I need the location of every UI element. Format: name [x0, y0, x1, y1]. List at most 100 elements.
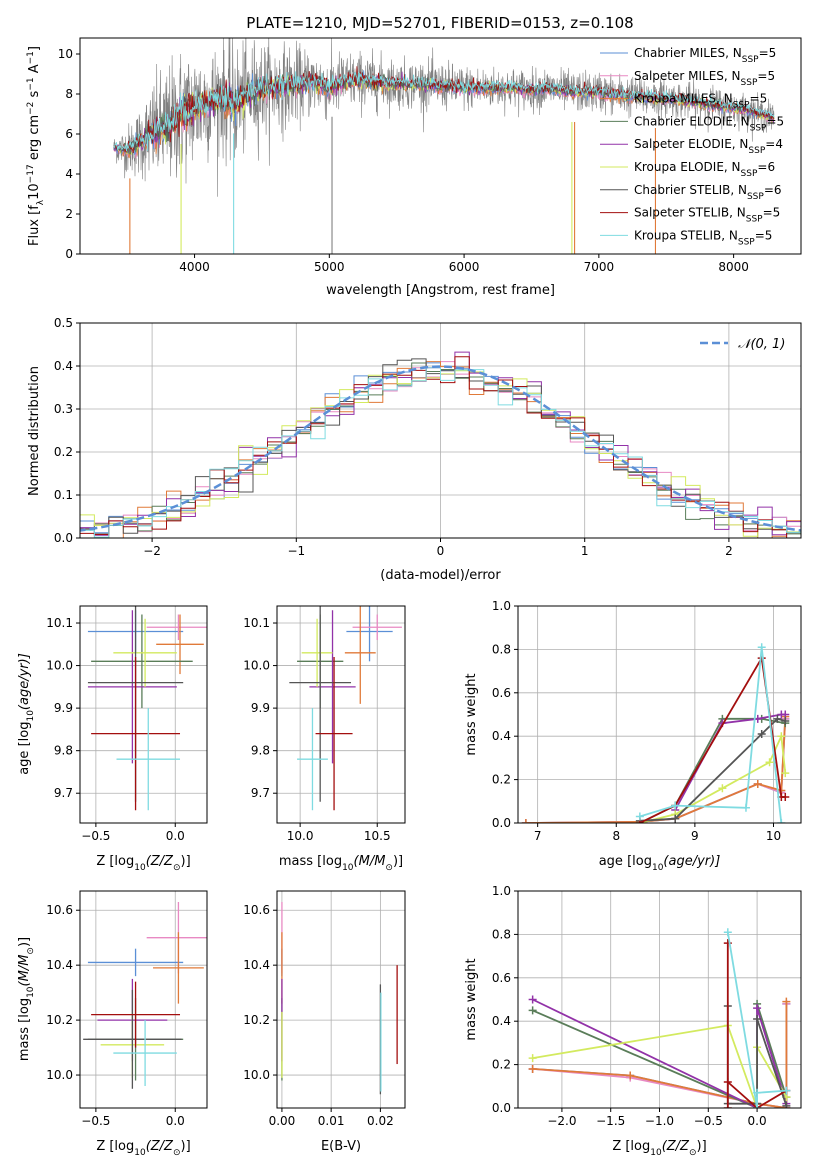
x-tick-label: −1.5	[596, 1114, 625, 1128]
weight-marker	[718, 784, 727, 793]
y-tick-label: 10.0	[243, 1068, 270, 1082]
plot-area	[113, 38, 775, 254]
x-tick-label: 0.02	[367, 1114, 394, 1128]
y-tick-label: 0.1	[54, 488, 73, 502]
panel-age-vs-Z: −0.5 0.0 9.7 9.8 9.9 10.0 10.1 Z [log10(Z/Z⊙)] a…	[17, 605, 208, 873]
panel-spectrum: 4000 5000 6000 7000 8000 0 2 4 6 8 10 wavelength [A…	[26, 37, 802, 298]
spectrum-model-line	[113, 71, 775, 152]
y-tick-label: 9.8	[251, 744, 270, 758]
weight-marker	[782, 1101, 791, 1108]
weight-marker	[781, 769, 790, 778]
y-tick-label: 10.6	[46, 903, 73, 917]
y-tick-label: 0.4	[54, 359, 73, 373]
weight-marker	[753, 1088, 762, 1097]
y-tick-label: 10.0	[243, 659, 270, 673]
weight-marker	[723, 1104, 732, 1108]
y-tick-label: 10.0	[46, 659, 73, 673]
figure-title: PLATE=1210, MJD=52701, FIBERID=0153, z=0…	[246, 14, 633, 32]
y-axis-label: mass weight	[464, 673, 479, 755]
plot-area	[521, 643, 790, 823]
x-tick-label: 2	[725, 544, 733, 558]
weight-marker	[671, 801, 680, 810]
y-tick-label: 0.5	[54, 316, 73, 330]
legend-normal: 𝒩(0, 1)	[700, 337, 785, 352]
y-tick-label: 1.0	[492, 884, 511, 898]
weight-marker	[757, 643, 766, 652]
weight-marker	[782, 1086, 791, 1095]
y-tick-label: 0	[65, 247, 73, 261]
plot-area	[528, 928, 791, 1108]
y-tick-label: 0.4	[492, 729, 511, 743]
weight-marker	[757, 730, 766, 739]
x-tick-label: 0	[437, 544, 445, 558]
y-tick-label: 0.0	[492, 816, 511, 830]
axes-frame	[517, 605, 802, 824]
y-tick-label: 0.6	[492, 686, 511, 700]
weight-marker	[777, 732, 786, 741]
y-axis-label: age [log10(age/yr)]	[17, 653, 36, 775]
weight-marker	[741, 803, 750, 812]
weight-marker	[753, 1004, 762, 1013]
weight-line	[726, 932, 787, 1108]
weight-marker	[521, 819, 530, 823]
y-tick-label: 10.6	[243, 903, 270, 917]
x-axis-label: age [log10(age/yr)]	[599, 854, 721, 873]
x-tick-label: 0.0	[748, 1114, 767, 1128]
weight-marker	[781, 717, 790, 726]
y-tick-label: 10.2	[46, 1013, 73, 1027]
y-tick-label: 0.8	[492, 927, 511, 941]
legend-label: Kroupa STELIB, NSSP=5	[634, 228, 772, 247]
y-tick-label: 9.9	[54, 701, 73, 715]
y-tick-label: 10.4	[46, 958, 73, 972]
x-tick-label: 8000	[718, 260, 749, 274]
axes-frame	[276, 890, 406, 1109]
x-tick-label: 0.01	[318, 1114, 345, 1128]
y-tick-label: 9.8	[54, 744, 73, 758]
panel-residuals: −2 −1 0 1 2 0.0 0.1 0.2 0.3 0.4 0.5 (data-model)/er…	[27, 316, 802, 583]
weight-marker	[782, 997, 791, 1006]
weight-marker	[765, 758, 774, 767]
x-axis-label: wavelength [Angstrom, rest frame]	[326, 283, 555, 298]
x-axis-label: Z [log10(Z/Z⊙)]	[96, 854, 190, 873]
y-axis-label: mass [log10(M/M⊙)]	[17, 937, 36, 1061]
panel-mass-vs-ebv: 0.00 0.01 0.02 10.0 10.2 10.4 10.6 E(B-V)	[243, 890, 406, 1154]
x-tick-label: 1	[581, 544, 589, 558]
legend-label: Kroupa ELODIE, NSSP=6	[634, 160, 775, 179]
normal-curve	[80, 365, 801, 532]
panel-mass-vs-Z: −0.5 0.0 10.0 10.2 10.4 10.6 Z [log10(Z/Z⊙)] ma…	[17, 890, 208, 1158]
legend-label: Chabrier STELIB, NSSP=6	[634, 183, 782, 202]
x-axis-label: Z [log10(Z/Z⊙)]	[96, 1139, 190, 1158]
axes-frame	[79, 37, 802, 255]
x-tick-label: −0.5	[81, 829, 110, 843]
weight-marker	[773, 714, 782, 723]
y-tick-label: 10	[58, 47, 73, 61]
y-tick-label: 8	[65, 87, 73, 101]
legend-spectrum: Chabrier MILES, NSSP=5 Salpeter MILES, NS…	[600, 46, 784, 247]
legend-label: Salpeter MILES, NSSP=5	[634, 69, 775, 88]
weight-marker	[626, 1071, 635, 1080]
y-tick-label: 0.4	[492, 1014, 511, 1028]
panel-weight-vs-Z: −2.0 −1.5 −1.0 −0.5 0.0 0.0 0.2 0.4 0.6 0.8 1.0 mas…	[464, 884, 802, 1158]
x-tick-label: 8	[612, 829, 620, 843]
axes-frame	[79, 605, 208, 824]
weight-line	[532, 1024, 788, 1108]
y-tick-label: 0.2	[54, 445, 73, 459]
x-tick-label: 5000	[314, 260, 345, 274]
weight-marker	[528, 1064, 537, 1073]
x-tick-label: −2.0	[547, 1114, 576, 1128]
x-tick-label: −1.0	[645, 1114, 674, 1128]
weight-marker	[753, 1015, 762, 1024]
weight-marker	[528, 995, 537, 1004]
x-tick-label: 4000	[179, 260, 210, 274]
panel-weight-vs-age: 7 8 9 10 0.0 0.2 0.4 0.6 0.8 1.0 mass weight age [l…	[464, 599, 802, 873]
y-axis-label: Flux [fλ10−17 erg cm−2 s−1 A−1]	[26, 46, 46, 246]
y-tick-label: 9.9	[251, 701, 270, 715]
x-axis-label: E(B-V)	[321, 1139, 361, 1154]
axes-frame	[79, 890, 208, 1109]
legend-label: Salpeter ELODIE, NSSP=4	[634, 137, 783, 156]
x-tick-label: 0.0	[166, 829, 185, 843]
y-tick-label: 10.4	[243, 958, 270, 972]
weight-marker	[781, 792, 790, 801]
legend-label: Kroupa MILES, NSSP=5	[634, 92, 767, 111]
